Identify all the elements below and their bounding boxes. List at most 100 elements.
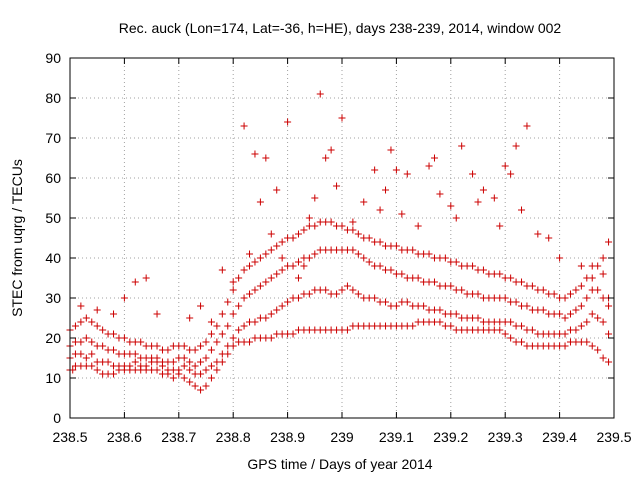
data-point [376,262,384,270]
data-point [197,370,205,378]
data-point [583,338,591,346]
data-point [202,366,210,374]
data-point [338,286,346,294]
data-point [349,226,357,234]
data-point [572,286,580,294]
data-point [518,322,526,330]
data-point [452,310,460,318]
data-point [518,338,526,346]
data-point [561,314,569,322]
data-point [311,222,319,230]
data-point [599,270,607,278]
data-point [447,322,455,330]
y-tick-label: 80 [45,90,61,106]
data-point [207,362,215,370]
data-point [224,322,232,330]
data-point [88,350,96,358]
x-axis-ticks: 238.5 238.6 238.7 238.8 238.9 239 239.1 239.2 23… [52,58,632,445]
data-point [224,342,232,350]
data-point [327,218,335,226]
data-point [256,282,264,290]
data-point [278,302,286,310]
data-point [594,346,602,354]
data-point [354,290,362,298]
data-point [197,302,205,310]
data-point [398,270,406,278]
data-point [458,142,466,150]
data-point [153,354,161,362]
data-point [588,274,596,282]
data-point [360,254,368,262]
data-point [240,122,248,130]
data-point [561,330,569,338]
data-point [387,146,395,154]
data-point [539,306,547,314]
y-tick-label: 30 [45,290,61,306]
data-point [561,342,569,350]
data-point [496,326,504,334]
data-point [213,366,221,374]
data-point [191,382,199,390]
data-point [191,362,199,370]
data-point [594,262,602,270]
data-point [305,254,313,262]
data-point [251,258,259,266]
data-point [218,310,226,318]
data-point [501,294,509,302]
data-point [469,262,477,270]
data-point [175,366,183,374]
data-point [545,234,553,242]
data-point [518,206,526,214]
data-point [420,302,428,310]
data-point [436,318,444,326]
data-point [197,342,205,350]
data-point [588,310,596,318]
data-point [229,286,237,294]
data-point [169,374,177,382]
data-point [583,318,591,326]
x-tick-label: 238.8 [216,429,251,445]
data-point [88,318,96,326]
data-point [240,294,248,302]
data-point [479,266,487,274]
data-point [142,362,150,370]
data-point [599,354,607,362]
data-point [273,270,281,278]
data-point [267,334,275,342]
data-point [267,310,275,318]
data-point [262,278,270,286]
x-tick-label: 239.4 [542,429,577,445]
data-point [273,186,281,194]
y-tick-label: 20 [45,330,61,346]
data-point [207,346,215,354]
data-point [474,290,482,298]
data-point [202,382,210,390]
data-point [213,322,221,330]
data-point [474,314,482,322]
data-point [246,290,254,298]
y-tick-label: 40 [45,250,61,266]
data-point [104,358,112,366]
data-point [131,350,139,358]
data-point [110,370,118,378]
data-point [577,302,585,310]
data-point [458,286,466,294]
data-point [110,346,118,354]
data-point [354,230,362,238]
data-point [382,186,390,194]
data-point [599,254,607,262]
data-point [343,326,351,334]
data-point [294,258,302,266]
data-point [376,206,384,214]
data-point [414,274,422,282]
data-point [289,262,297,270]
data-point [349,246,357,254]
data-point [207,330,215,338]
data-point [572,306,580,314]
data-point [278,238,286,246]
data-point [436,306,444,314]
data-point [126,362,134,370]
data-point [398,210,406,218]
data-point [131,278,139,286]
